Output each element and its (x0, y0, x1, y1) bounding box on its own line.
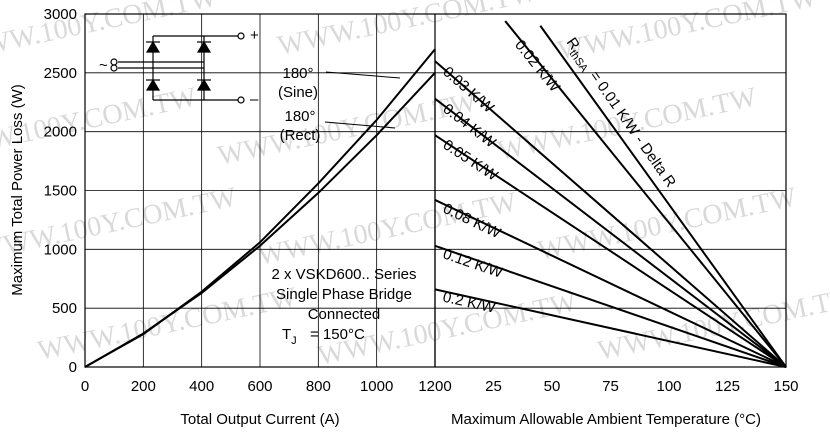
thermal-resistance-line (434, 60, 787, 368)
thermal-resistance-line (504, 20, 787, 368)
bridge-type-label: Single Phase Bridge (276, 286, 412, 303)
left-x-tick-label: 0 (81, 378, 89, 395)
y-tick-label: 0 (69, 359, 77, 376)
watermark-text: WWW.100Y.COM.TW (0, 0, 220, 67)
right-x-tick-label: 150 (773, 378, 798, 395)
thermal-resistance-line (434, 97, 787, 368)
junction-temp-value: = 150°C (310, 326, 365, 343)
sine-label-line-2: (Sine) (278, 84, 318, 101)
right-x-tick-label: 50 (544, 378, 561, 395)
thermal-resistance-line (434, 199, 787, 368)
ac-symbol: ~ (99, 57, 108, 74)
left-x-tick-label: 1000 (360, 378, 393, 395)
right-panel-series (434, 20, 787, 368)
rect-label-line-2: (Rect) (280, 127, 321, 144)
watermark-text: WWW.100Y.COM.TW (0, 182, 240, 267)
left-x-tick-label: 400 (189, 378, 214, 395)
y-tick-label: 1000 (44, 241, 77, 258)
watermark-text: WWW.100Y.COM.TW (0, 82, 200, 167)
watermark-text: WWW.100Y.COM.TW (275, 0, 540, 62)
y-tick-label: 500 (52, 300, 77, 317)
watermark-text: WWW.100Y.COM.TW (595, 282, 830, 367)
y-axis-title: Maximum Total Power Loss (W) (9, 84, 26, 295)
left-x-tick-label: 200 (131, 378, 156, 395)
tick-labels: 0 500 1000 1500 2000 2500 3000 0 200 400 600 800 100… (44, 6, 799, 395)
thermal-resistance-line (434, 288, 787, 368)
left-x-tick-label: 600 (247, 378, 272, 395)
left-x-tick-label: 1200 (418, 378, 451, 395)
y-tick-label: 3000 (44, 6, 77, 23)
rect-label-line-1: 180° (284, 108, 315, 125)
right-x-tick-label: 125 (715, 378, 740, 395)
connected-label: Connected (308, 306, 381, 323)
y-tick-label: 2000 (44, 124, 77, 141)
sine-label-line-1: 180° (282, 65, 313, 82)
thermal-resistance-line (434, 134, 787, 368)
left-panel-series (84, 48, 436, 368)
junction-temp-symbol: TJ (282, 326, 297, 347)
thermal-resistance-label: 0.12 K/W (441, 246, 506, 282)
sine-leader-line (325, 71, 401, 79)
y-tick-label: 2500 (44, 65, 77, 82)
rect-leader-line (324, 121, 396, 129)
diode-symbols (145, 40, 212, 91)
right-x-tick-label: 75 (602, 378, 619, 395)
right-x-tick-label: 100 (656, 378, 681, 395)
left-x-axis-title: Total Output Current (A) (180, 411, 339, 428)
thermal-resistance-labels: 0.02 K/W0.03 K/W0.04 K/W0.05 K/W0.08 K/W… (439, 37, 563, 317)
device-series-label: 2 x VSKD600.. Series (271, 266, 416, 283)
minus-terminal-label: – (250, 91, 259, 108)
watermark-text: WWW.100Y.COM.TW (535, 182, 800, 267)
thermal-resistance-line (539, 25, 787, 368)
right-x-tick-label: 25 (485, 378, 502, 395)
right-x-axis-title: Maximum Allowable Ambient Temperature (°… (451, 411, 761, 428)
y-tick-label: 1500 (44, 183, 77, 200)
left-x-tick-label: 800 (306, 378, 331, 395)
plus-terminal-label: + (250, 27, 259, 44)
watermark-text: WWW.100Y.COM.TW (555, 0, 820, 67)
thermal-resistance-line (434, 244, 787, 368)
series-line (84, 72, 436, 368)
watermark-layer: WWW.100Y.COM.TW WWW.100Y.COM.TW WWW.100Y.C… (0, 0, 830, 372)
